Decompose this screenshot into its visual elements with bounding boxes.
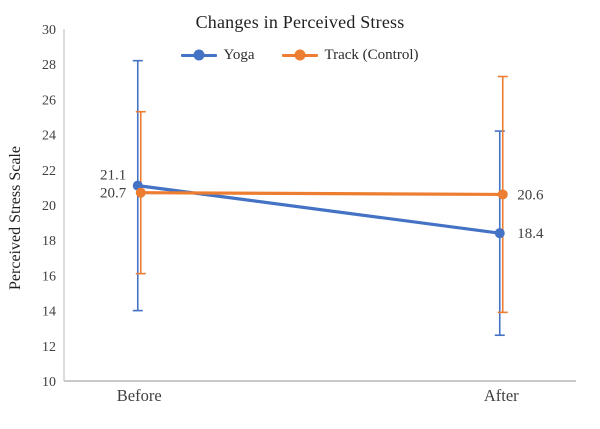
legend-marker-track-icon bbox=[282, 49, 319, 61]
data-point-marker bbox=[494, 228, 505, 239]
chart-title: Changes in Perceived Stress bbox=[195, 12, 405, 32]
y-tick-label: 20 bbox=[42, 199, 56, 214]
y-tick-label: 10 bbox=[42, 375, 56, 390]
data-label: 20.7 bbox=[100, 186, 127, 202]
data-point-marker bbox=[135, 187, 146, 198]
y-tick-label: 16 bbox=[42, 269, 56, 284]
legend: Yoga Track (Control) bbox=[0, 44, 600, 66]
series-line-1 bbox=[139, 191, 505, 197]
legend-label-track: Track (Control) bbox=[324, 46, 419, 63]
data-label: 21.1 bbox=[100, 168, 126, 184]
y-tick-label: 30 bbox=[42, 23, 56, 38]
y-tick-label: 14 bbox=[42, 305, 56, 320]
legend-item-track: Track (Control) bbox=[282, 46, 419, 64]
data-label: 18.4 bbox=[517, 226, 544, 242]
data-point-marker bbox=[497, 189, 508, 200]
legend-label-yoga: Yoga bbox=[223, 46, 255, 63]
legend-item-yoga: Yoga bbox=[181, 47, 254, 64]
y-tick-label: 18 bbox=[42, 234, 56, 249]
y-tick-label: 28 bbox=[42, 58, 56, 73]
y-tick-label: 22 bbox=[42, 164, 56, 179]
series-0-error-bars bbox=[132, 59, 505, 337]
y-tick-label: 12 bbox=[42, 340, 56, 355]
x-tick-label-before: Before bbox=[117, 386, 162, 405]
data-label: 20.6 bbox=[517, 187, 544, 203]
legend-marker-yoga-icon bbox=[181, 49, 218, 61]
x-tick-label-after: After bbox=[484, 386, 519, 405]
y-tick-label: 26 bbox=[42, 93, 56, 108]
y-tick-label: 24 bbox=[42, 129, 56, 144]
